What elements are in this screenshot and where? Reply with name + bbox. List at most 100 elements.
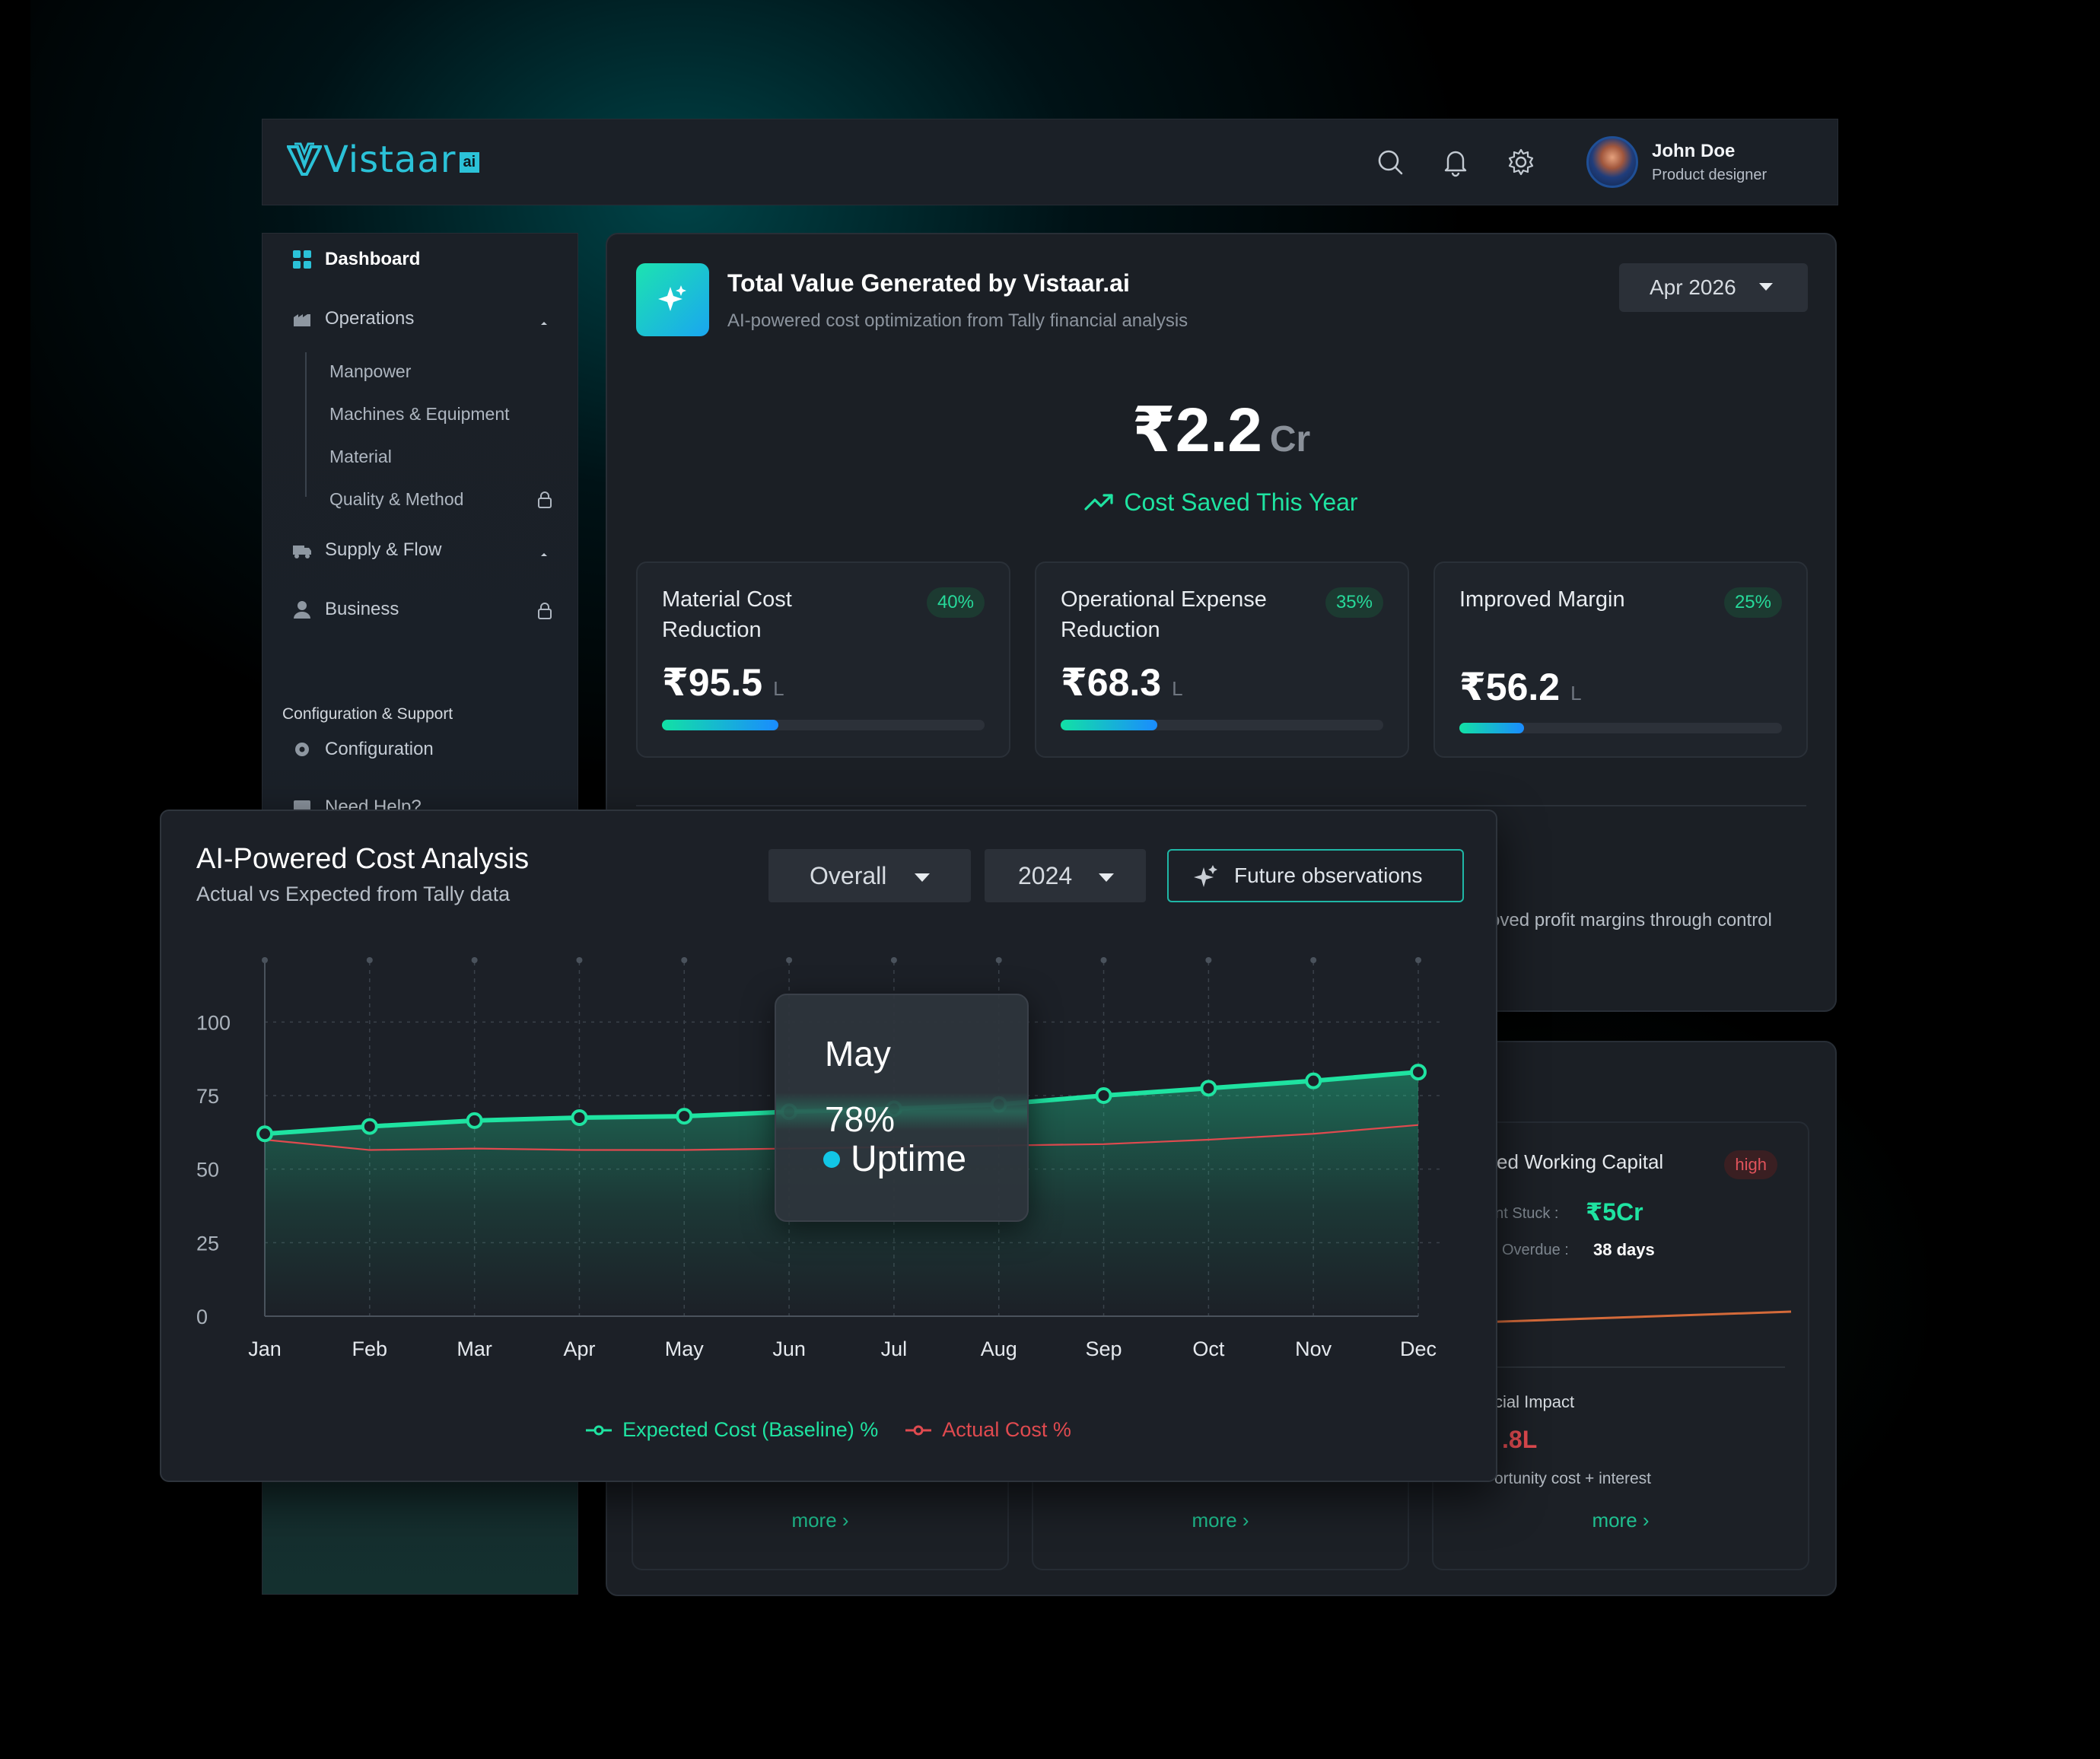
expected-point[interactable] <box>1200 1080 1217 1097</box>
logo-mark-icon <box>287 142 322 176</box>
metric-progress-track <box>1459 723 1782 733</box>
chevron-up-icon[interactable] <box>538 317 550 329</box>
analysis-subtitle: Actual vs Expected from Tally data <box>196 883 511 905</box>
settings-icon[interactable] <box>1506 147 1536 177</box>
overdue-label: Overdue : <box>1502 1242 1569 1258</box>
metric-label: Improved Margin <box>1459 587 1625 612</box>
sidebar-item-configuration[interactable]: Configuration <box>291 739 434 760</box>
sparkle-icon <box>1194 865 1217 887</box>
metric-value-number: ₹56.2 <box>1459 666 1561 708</box>
chevron-up-icon[interactable] <box>538 549 550 561</box>
metric-badge: 40% <box>926 587 985 618</box>
grid-top-dot <box>681 957 688 963</box>
period-dropdown[interactable]: Apr 2026 <box>1619 263 1808 312</box>
more-link[interactable]: more › <box>791 1509 849 1532</box>
user-role: Product designer <box>1652 166 1768 183</box>
trend-sparkline <box>1479 1310 1792 1324</box>
search-icon[interactable] <box>1375 147 1405 177</box>
metric-value-number: ₹95.5 <box>662 661 763 704</box>
expected-point[interactable] <box>1410 1064 1427 1081</box>
grid-top-dot <box>262 957 268 963</box>
x-tick-label: Jul <box>881 1338 908 1360</box>
bell-icon[interactable] <box>1440 147 1471 177</box>
metric-card-material[interactable]: Material Cost Reduction 40% ₹95.5 L <box>636 561 1010 758</box>
metric-label: Operational Expense Reduction <box>1061 587 1267 642</box>
brand-name: Vistaar <box>323 138 457 181</box>
divider <box>636 805 1806 806</box>
analysis-title: AI-Powered Cost Analysis <box>196 843 530 875</box>
brand-logo[interactable]: Vistaar ai <box>287 138 480 181</box>
value-card: Total Value Generated by Vistaar.ai AI-p… <box>606 233 1837 1012</box>
x-tick-label: Sep <box>1086 1338 1122 1360</box>
expected-point[interactable] <box>676 1108 693 1125</box>
user-name: John Doe <box>1652 140 1736 161</box>
cost-saved-label: Cost Saved This Year <box>607 488 1835 517</box>
sidebar-item-dashboard[interactable]: Dashboard <box>291 249 420 270</box>
amount-value: ₹5Cr <box>1586 1198 1643 1226</box>
brand-suffix: ai <box>459 152 480 173</box>
metric-card-margin[interactable]: Improved Margin 25% ₹56.2 L <box>1433 561 1808 758</box>
metric-value: ₹56.2 L <box>1459 665 1582 709</box>
metric-value-unit: L <box>1172 677 1183 700</box>
sidebar-item-operations[interactable]: Operations <box>291 308 414 329</box>
year-value: 2024 <box>1018 861 1073 889</box>
more-link[interactable]: more › <box>1592 1509 1650 1532</box>
tooltip-highlight <box>776 1093 1027 1131</box>
x-tick-label: Jun <box>772 1338 806 1360</box>
sidebar-subitem-manpower[interactable]: Manpower <box>329 361 412 381</box>
x-tick-label: Dec <box>1400 1338 1437 1360</box>
metric-progress-fill <box>662 720 778 730</box>
grid-top-dot <box>995 957 1002 963</box>
y-tick-label: 25 <box>196 1232 219 1255</box>
sparkle-tile <box>636 263 709 336</box>
legend-marker-icon <box>586 1425 612 1435</box>
metric-value-unit: L <box>1570 682 1582 705</box>
expected-point[interactable] <box>571 1109 588 1126</box>
expected-point[interactable] <box>1305 1072 1322 1089</box>
y-tick-label: 50 <box>196 1159 219 1182</box>
avatar[interactable] <box>1586 136 1638 188</box>
grid-top-dot <box>576 957 583 963</box>
grid-top-dot <box>1310 957 1317 963</box>
x-tick-label: Aug <box>981 1338 1017 1360</box>
metric-value-number: ₹68.3 <box>1061 661 1162 704</box>
metric-progress-track <box>662 720 985 730</box>
expected-point[interactable] <box>1095 1087 1112 1104</box>
legend-item-actual[interactable]: Actual Cost % <box>905 1418 1071 1442</box>
sidebar-item-label: Supply & Flow <box>325 539 442 560</box>
sidebar-item-supply[interactable]: Supply & Flow <box>291 539 441 561</box>
user-menu[interactable]: John Doe Product designer <box>1586 136 1767 188</box>
metric-label: Material Cost Reduction <box>662 587 792 642</box>
filter-value: Overall <box>810 861 887 889</box>
top-bar: Vistaar ai John Doe Product designer <box>262 119 1838 205</box>
sidebar-subitem-material[interactable]: Material <box>329 447 392 466</box>
expected-point[interactable] <box>361 1118 378 1135</box>
truck-icon <box>291 539 313 561</box>
sidebar-subitem-machines[interactable]: Machines & Equipment <box>329 404 510 424</box>
y-tick-label: 100 <box>196 1011 231 1034</box>
metric-card-opex[interactable]: Operational Expense Reduction 35% ₹68.3 L <box>1035 561 1409 758</box>
sidebar-subitem-quality[interactable]: Quality & Method <box>329 489 464 509</box>
legend-item-expected[interactable]: Expected Cost (Baseline) % <box>586 1418 878 1442</box>
legend-label: Actual Cost % <box>942 1418 1071 1441</box>
sidebar-item-business[interactable]: Business <box>291 599 399 620</box>
total-value-unit: Cr <box>1269 419 1311 460</box>
future-observations-button[interactable]: Future observations <box>1167 849 1464 902</box>
metric-progress-fill <box>1459 723 1524 733</box>
metric-value-unit: L <box>773 677 784 700</box>
year-dropdown[interactable]: 2024 <box>985 849 1146 902</box>
tooltip-label: Uptime <box>823 1138 966 1180</box>
chart-tooltip: May 78% Uptime <box>775 994 1029 1222</box>
expected-point[interactable] <box>466 1112 483 1129</box>
legend-marker-icon <box>905 1425 932 1435</box>
metric-progress-track <box>1061 720 1383 730</box>
x-tick-label: Nov <box>1295 1338 1332 1360</box>
future-observations-label: Future observations <box>1234 864 1423 887</box>
grid-top-dot <box>1205 957 1212 963</box>
x-tick-label: Apr <box>563 1338 595 1360</box>
filter-dropdown[interactable]: Overall <box>768 849 971 902</box>
peek-insight-text: oved profit margins through control <box>1490 910 1772 930</box>
expected-point[interactable] <box>256 1125 273 1143</box>
impact-title: cial Impact <box>1494 1392 1575 1411</box>
more-link[interactable]: more › <box>1192 1509 1249 1532</box>
